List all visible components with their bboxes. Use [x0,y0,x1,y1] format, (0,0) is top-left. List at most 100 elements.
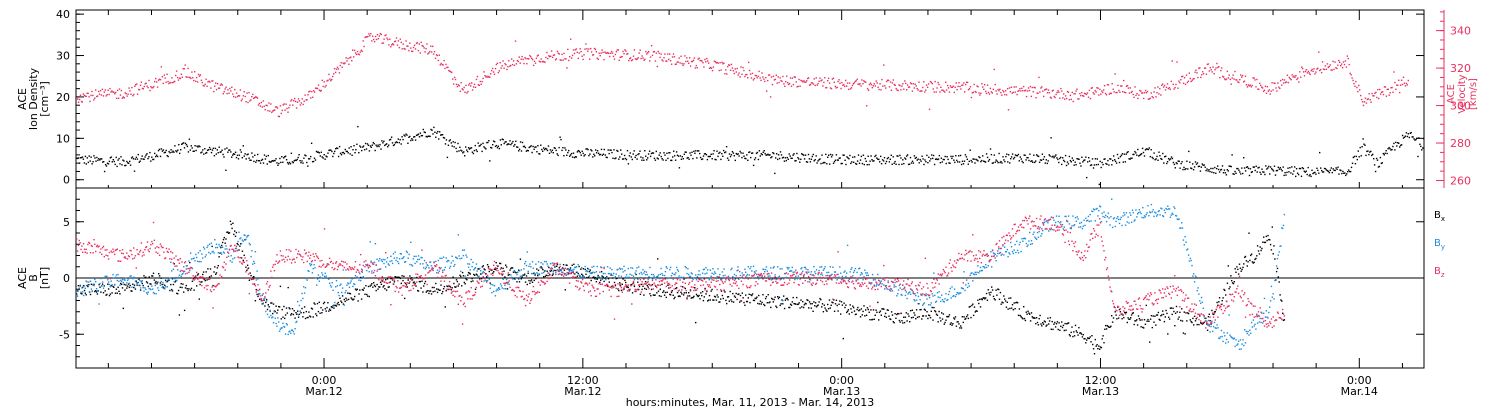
data-point [708,67,711,69]
data-point [559,59,561,61]
data-point [696,157,698,159]
data-point [1417,155,1419,158]
data-point [142,158,144,160]
data-point [241,250,244,252]
data-point [995,289,997,291]
data-point [859,159,862,161]
data-point [200,79,203,81]
data-point [239,149,242,151]
data-point [910,162,913,164]
data-point [428,267,430,269]
data-point [649,56,652,58]
data-point [552,271,554,273]
data-point [429,135,431,138]
data-point [984,298,986,300]
data-point [1054,155,1056,157]
data-point [764,304,766,307]
data-point [114,163,116,166]
data-point [120,283,123,286]
data-point [322,85,324,88]
data-point [400,282,402,285]
data-point [484,147,486,149]
data-point [109,157,112,159]
data-point [231,261,233,263]
data-point [343,63,345,65]
data-point [599,281,601,284]
data-point [1269,239,1271,241]
data-point [1182,332,1185,334]
data-point [531,261,534,263]
data-point [302,103,304,106]
data-point [878,158,880,161]
data-point [129,160,131,163]
data-point [146,293,149,295]
data-point [929,317,932,319]
data-point [374,243,377,245]
data-point [1023,154,1025,156]
data-point [764,297,767,300]
data-point [333,73,335,75]
data-point [174,278,176,280]
data-point [827,156,829,158]
data-point [455,279,458,281]
data-point [517,60,519,63]
data-point [1003,295,1005,297]
data-point [205,152,207,154]
data-point [992,162,994,164]
data-point [611,52,614,54]
data-point [387,263,389,265]
data-point [828,299,831,301]
data-point [1068,99,1071,101]
data-point [227,89,229,91]
data-point [955,155,957,157]
data-point [453,282,455,285]
data-point [243,254,245,256]
data-point [497,289,499,291]
data-point [130,93,132,95]
data-point [514,271,516,273]
data-point [446,156,449,159]
data-point [410,241,412,243]
data-point [457,234,459,236]
data-point [574,156,577,158]
data-point [422,128,424,131]
data-point [312,267,314,270]
data-point [159,284,162,286]
data-point [300,102,302,104]
data-point [138,89,141,91]
data-point [286,161,289,164]
data-point [1111,83,1113,85]
data-point [788,153,790,155]
data-point [488,140,490,142]
series-By [76,198,1286,350]
data-point [467,263,469,265]
data-point [197,273,200,275]
data-point [566,272,568,274]
data-point [922,158,924,160]
data-point [645,50,647,53]
data-point [221,253,223,255]
data-point [457,142,459,145]
data-point [404,297,406,300]
data-point [926,86,929,88]
data-point [532,267,535,269]
data-point [484,269,486,271]
data-point [630,156,632,158]
data-point [110,280,112,282]
data-point [1273,245,1275,247]
data-point [1314,171,1316,174]
data-point [1053,157,1055,159]
data-point [85,163,87,165]
data-point [1083,159,1085,162]
data-point [731,151,734,153]
data-point [1220,303,1223,306]
data-point [1011,153,1014,155]
data-point [763,303,765,306]
data-point [587,50,589,52]
data-point [1189,161,1191,163]
data-point [1207,170,1209,172]
data-point [1354,85,1356,87]
data-point [154,282,156,284]
data-point [248,157,250,159]
data-point [351,278,353,280]
